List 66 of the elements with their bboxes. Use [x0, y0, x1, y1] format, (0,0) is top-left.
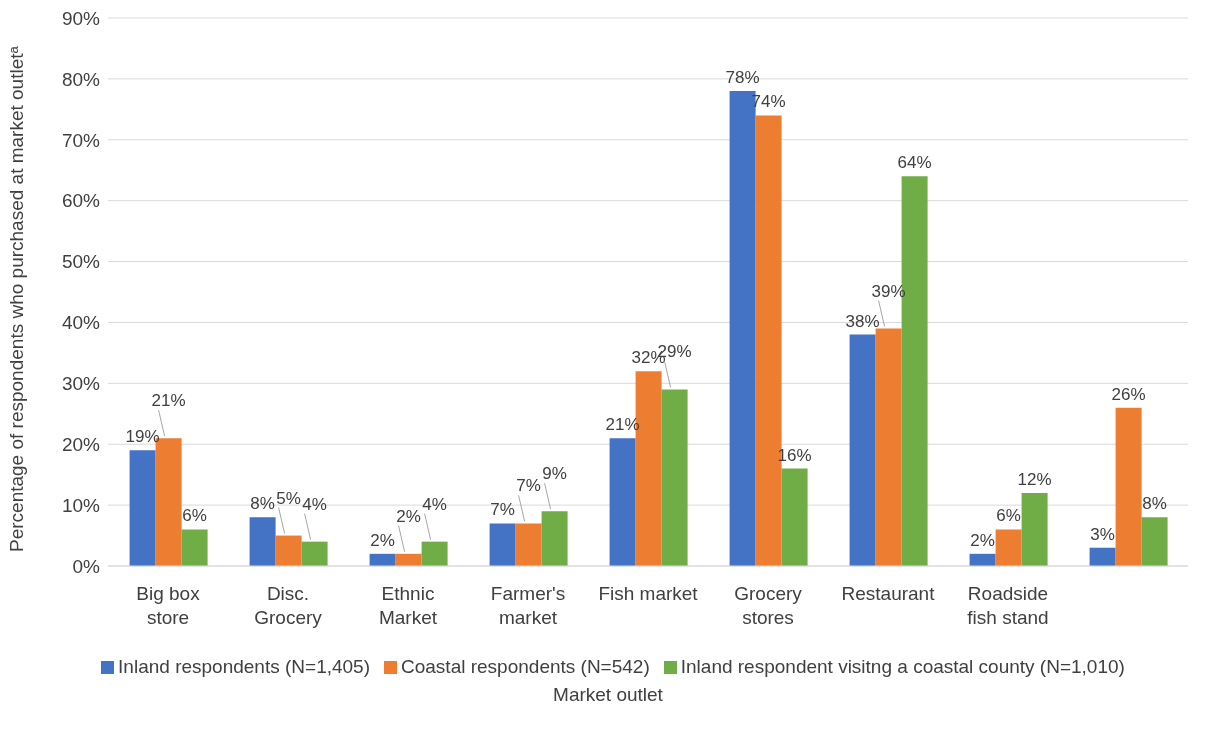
- bar: [129, 450, 156, 566]
- y-tick-label: 70%: [61, 129, 101, 151]
- x-tick-label: Ethnic Market: [378, 583, 438, 628]
- y-tick-label: 10%: [61, 494, 101, 516]
- y-tick-label: 90%: [61, 7, 101, 29]
- data-label: 2%: [970, 530, 995, 550]
- y-tick-label: 40%: [61, 312, 101, 334]
- bar: [275, 535, 302, 566]
- data-label: 6%: [182, 506, 207, 526]
- data-label: 3%: [1090, 524, 1115, 544]
- data-label: 19%: [125, 427, 160, 447]
- y-tick-label: 80%: [61, 68, 101, 90]
- bar: [969, 553, 996, 566]
- data-label: 78%: [725, 68, 760, 88]
- data-label: 9%: [542, 464, 567, 484]
- bar: [849, 334, 876, 566]
- y-tick-label: 60%: [61, 190, 101, 212]
- y-tick-label: 20%: [61, 433, 101, 455]
- bar: [995, 529, 1022, 566]
- data-label: 26%: [1111, 384, 1146, 404]
- x-tick-label: Grocery stores: [734, 583, 803, 628]
- y-tick-label: 30%: [61, 373, 101, 395]
- x-tick-label: Disc. Grocery: [254, 583, 323, 628]
- bar: [661, 389, 688, 566]
- x-tick-label: Big box store: [136, 583, 201, 628]
- data-label: 2%: [396, 506, 421, 526]
- data-label: 2%: [370, 530, 395, 550]
- data-label: 64%: [897, 153, 932, 173]
- x-tick-label: Fish market: [598, 583, 699, 604]
- data-label: 7%: [490, 500, 515, 520]
- legend-label: Coastal respondents (N=542): [401, 656, 650, 678]
- x-axis-title: Market outlet: [552, 684, 664, 706]
- data-label: 4%: [302, 494, 327, 514]
- bar: [489, 523, 516, 566]
- legend-label: Inland respondents (N=1,405): [118, 656, 371, 678]
- data-label: 7%: [516, 476, 541, 496]
- data-label: 4%: [422, 494, 447, 514]
- data-label: 6%: [996, 506, 1021, 526]
- bar: [369, 553, 396, 566]
- data-label: 5%: [276, 488, 301, 508]
- bar: [781, 468, 808, 566]
- data-label: 8%: [1142, 494, 1167, 514]
- bar: [1115, 407, 1142, 566]
- bar: [249, 517, 276, 566]
- data-label: 38%: [845, 311, 880, 331]
- bar: [181, 529, 208, 566]
- bar: [515, 523, 542, 566]
- x-tick-label: Roadside fish stand: [967, 583, 1049, 628]
- y-tick-label: 50%: [61, 251, 101, 273]
- bar: [301, 541, 328, 566]
- data-label: 8%: [250, 494, 275, 514]
- bar: [1021, 492, 1048, 566]
- legend-label: Inland respondent visitng a coastal county (N=1,010): [680, 656, 1125, 678]
- bar: [1089, 547, 1116, 566]
- bar: [541, 511, 568, 566]
- bar: [609, 438, 636, 566]
- data-label: 21%: [151, 391, 186, 411]
- data-label: 12%: [1017, 469, 1052, 489]
- bar: [875, 328, 902, 566]
- y-tick-label: 0%: [72, 555, 101, 577]
- bar: [395, 553, 422, 566]
- bar: [421, 541, 448, 566]
- x-tick-label: Farmer's market: [490, 583, 566, 628]
- y-axis-title: Percentage of respondents who purchased at market outletᵃ: [5, 45, 27, 552]
- bar: [1141, 517, 1168, 566]
- x-tick-label: Restaurant: [841, 583, 936, 604]
